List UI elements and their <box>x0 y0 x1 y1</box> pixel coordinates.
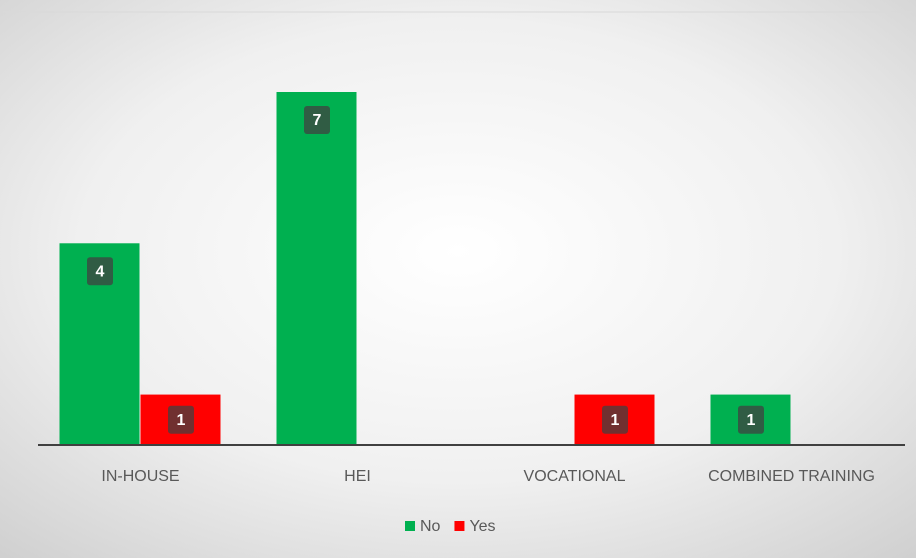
data-label-box <box>602 405 628 434</box>
data-label: 1 <box>177 412 186 429</box>
data-label-box <box>738 405 764 434</box>
data-label: 4 <box>96 264 105 281</box>
x-tick-label: HEI <box>344 468 371 485</box>
x-tick-label: VOCATIONAL <box>524 468 626 485</box>
data-label: 1 <box>611 412 620 429</box>
data-label: 1 <box>747 412 756 429</box>
data-label-box <box>304 106 330 134</box>
x-tick-label: COMBINED TRAINING <box>708 468 875 485</box>
data-label-box <box>168 405 194 434</box>
data-label-box <box>87 257 113 286</box>
bar <box>276 92 357 445</box>
legend-swatch <box>454 521 465 531</box>
data-label: 7 <box>313 112 322 129</box>
legend-swatch <box>405 521 415 531</box>
x-tick-label: IN-HOUSE <box>101 468 179 485</box>
legend-label: Yes <box>469 518 495 535</box>
legend-label: No <box>420 518 441 535</box>
